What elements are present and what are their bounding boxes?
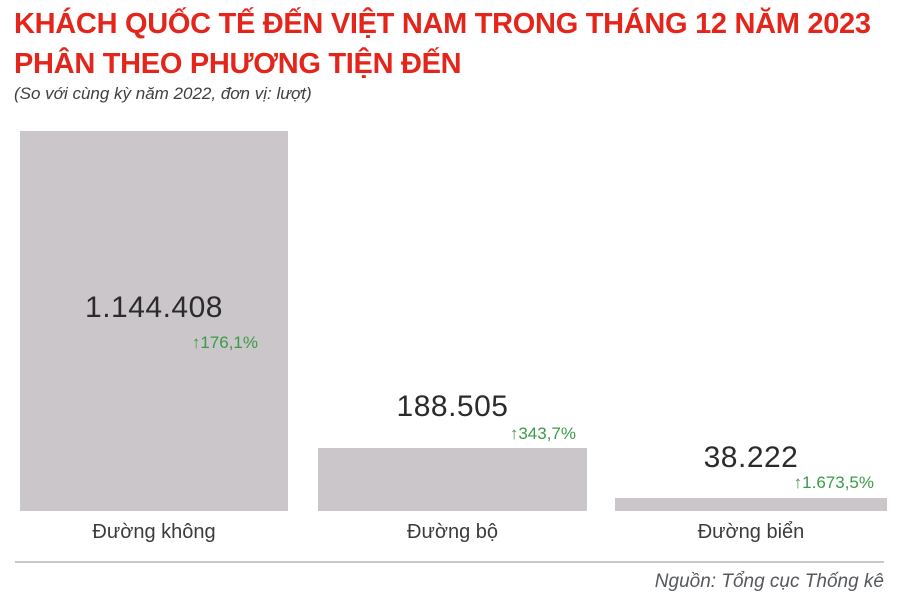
bar-duong-bo	[318, 448, 587, 511]
bar-duong-khong	[20, 131, 288, 511]
change-label-duong-khong: ↑176,1%	[191, 333, 258, 352]
category-label-duong-bo: Đường bộ	[407, 521, 498, 543]
chart-subtitle: (So với cùng kỳ năm 2022, đơn vị: lượt)	[14, 84, 312, 103]
category-label-duong-bien: Đường biển	[697, 521, 805, 543]
footer-divider	[15, 561, 884, 563]
change-label-duong-bien: ↑1.673,5%	[793, 473, 874, 492]
page-title: KHÁCH QUỐC TẾ ĐẾN VIỆT NAM TRONG THÁNG 1…	[14, 4, 871, 84]
value-label-duong-bien: 38.222	[703, 441, 799, 474]
title-line-2: PHÂN THEO PHƯƠNG TIỆN ĐẾN	[14, 48, 462, 80]
title-line-1: KHÁCH QUỐC TẾ ĐẾN VIỆT NAM TRONG THÁNG 1…	[14, 8, 871, 40]
value-label-duong-bo: 188.505	[396, 390, 509, 423]
category-label-duong-khong: Đường không	[92, 521, 216, 543]
change-label-duong-bo: ↑343,7%	[509, 424, 576, 443]
bar-duong-bien	[615, 498, 887, 511]
value-label-duong-khong: 1.144.408	[85, 291, 223, 324]
source-credit: Nguồn: Tổng cục Thống kê	[654, 571, 884, 592]
